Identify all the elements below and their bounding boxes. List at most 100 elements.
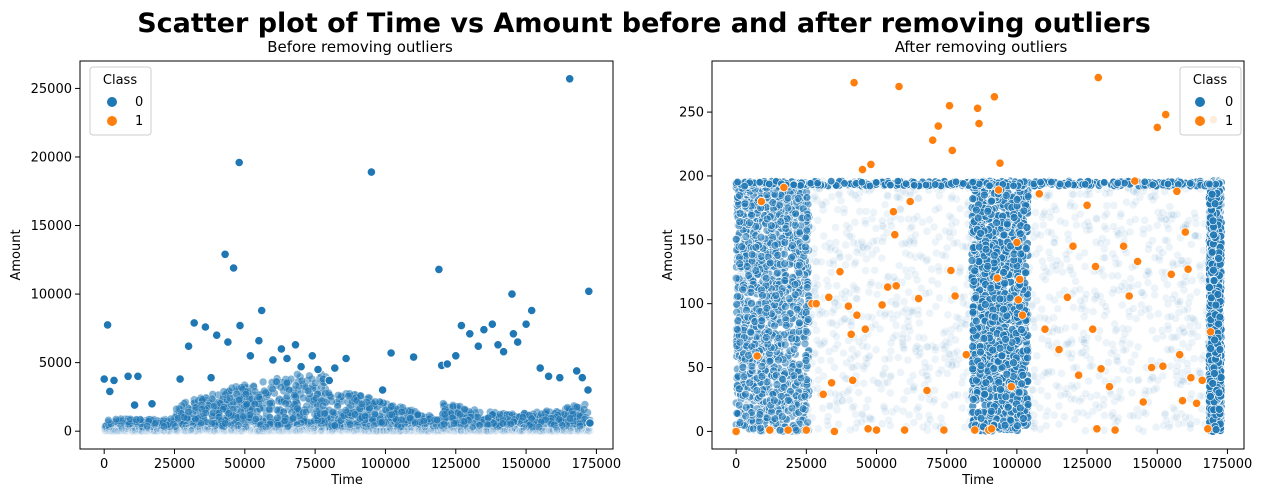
after-class0-dense-point (899, 395, 909, 404)
after-class0-dense-point (1039, 220, 1048, 230)
after-class0-dense-point (1159, 421, 1168, 430)
after-class0-dense-point (1108, 340, 1117, 349)
before-class0-dense-point (397, 407, 406, 416)
before-class-0-point (99, 374, 109, 384)
before-class0-dense-point (360, 426, 369, 435)
after-class0-dense-point (1189, 314, 1198, 324)
figure-title: Scatter plot of Time vs Amount before an… (137, 8, 1151, 39)
before-class-0-point (307, 351, 317, 361)
after-class0-dense-point (869, 208, 878, 217)
after-class0-dense-point (958, 242, 967, 251)
before-class0-dense-point (456, 426, 466, 436)
after-class0-dense-point (1117, 339, 1127, 348)
after-class0-dense-point (933, 279, 942, 289)
before-class0-dense-point (259, 377, 268, 386)
after-class0-dense-point (960, 423, 970, 432)
before-class-0-point (366, 167, 376, 177)
after-class0-dense-point (904, 288, 913, 297)
after-class0-dense-point (818, 200, 828, 210)
after-class0-dense-point (1178, 324, 1187, 333)
before-class0-dense-point (474, 427, 483, 436)
after-class0-dense-point (959, 372, 968, 381)
after-class0-dense-point (846, 425, 855, 435)
after-class0-dense-point (958, 403, 967, 413)
before-y-tick-label: 10000 (31, 288, 72, 303)
before-class0-dense-point (370, 410, 379, 419)
before-class0-dense-point (410, 418, 420, 427)
after-class0-dense-point (888, 333, 898, 342)
before-class0-dense-point (460, 405, 469, 414)
after-class0-dense-point (961, 320, 970, 329)
before-class0-dense-point (519, 423, 528, 432)
after-class0-dense-point (930, 386, 939, 395)
after-class0-dense-point (1148, 326, 1157, 335)
before-panel-title: Before removing outliers (267, 38, 453, 56)
after-class0-dense-point (1105, 188, 1114, 198)
before-class0-dense-point (538, 427, 547, 436)
after-class0-dense-point (899, 297, 909, 306)
after-class0-dense-point (905, 410, 914, 420)
before-class0-dense-point (304, 386, 313, 395)
before-class0-dense-point (473, 413, 482, 422)
after-class0-dense-point (832, 332, 841, 341)
before-class-0-point (268, 355, 278, 365)
before-class0-dense-point (324, 389, 333, 398)
after-class0-dense-point (828, 318, 837, 328)
before-class-0-point (585, 418, 595, 428)
after-class0-dense-point (1158, 208, 1167, 217)
after-class0-dense-point (1054, 420, 1064, 429)
after-class0-dense-point (816, 356, 826, 365)
after-class0-dense-point (931, 302, 941, 311)
after-class0-dense-point (1037, 305, 1047, 314)
after-class0-dense-point (1040, 313, 1050, 323)
after-class0-dense-point (1117, 300, 1127, 310)
after-class0-dense-point (1070, 213, 1080, 222)
after-class0-dense-point (864, 312, 873, 321)
after-class0-dense-point (1092, 290, 1102, 300)
after-class0-dense-point (1100, 253, 1110, 262)
after-class0-dense-point (1069, 303, 1078, 312)
after-class0-dense-point (1179, 285, 1189, 295)
after-class0-dense-point (1088, 307, 1098, 316)
before-class0-dense-point (357, 399, 366, 408)
after-class0-dense-point (1070, 322, 1080, 331)
before-y-tick-label: 5000 (39, 356, 72, 371)
after-class0-dense-point (1055, 216, 1065, 226)
after-class0-dense-point (1113, 271, 1123, 280)
after-class0-dense-point (1124, 283, 1134, 292)
before-class-0-point (133, 371, 143, 381)
after-class0-dense-point (1183, 359, 1192, 368)
before-class0-dense-point (319, 401, 328, 410)
after-class0-dense-point (1099, 400, 1108, 410)
after-class0-dense-point (1133, 376, 1143, 385)
after-class0-dense-point (1143, 278, 1153, 287)
after-class0-dense-point (1045, 292, 1054, 302)
after-class0-dense-point (1167, 210, 1177, 219)
after-class0-dense-point (829, 256, 838, 266)
after-class0-dense-point (1139, 408, 1148, 417)
before-class-0-point (555, 373, 565, 383)
after-class0-dense-point (903, 272, 912, 281)
before-class0-dense-point (109, 425, 118, 435)
after-class0-dense-point (870, 266, 879, 275)
after-class0-dense-point (959, 298, 968, 308)
before-class-0-point (123, 371, 133, 381)
before-class-0-point (535, 363, 545, 373)
after-class0-dense-point (930, 395, 939, 404)
before-class0-dense-point (311, 378, 320, 388)
before-class0-dense-point (219, 387, 228, 396)
after-class0-dense-point (873, 378, 882, 387)
after-class0-dense-point (892, 193, 902, 202)
before-class0-dense-point (201, 409, 210, 418)
before-class-0-point (507, 289, 517, 299)
after-class0-dense-point (1182, 220, 1192, 229)
after-class0-dense-point (1109, 201, 1119, 210)
before-class0-dense-point (241, 390, 250, 399)
before-class0-dense-point (565, 414, 575, 423)
after-class0-dense-point (925, 309, 934, 318)
after-class0-dense-point (1174, 308, 1184, 317)
after-class0-dense-point (1116, 209, 1126, 218)
before-legend-label-class-1: 1 (135, 114, 143, 129)
after-class0-dense-point (1079, 312, 1089, 321)
after-class0-dense-point (905, 250, 915, 260)
